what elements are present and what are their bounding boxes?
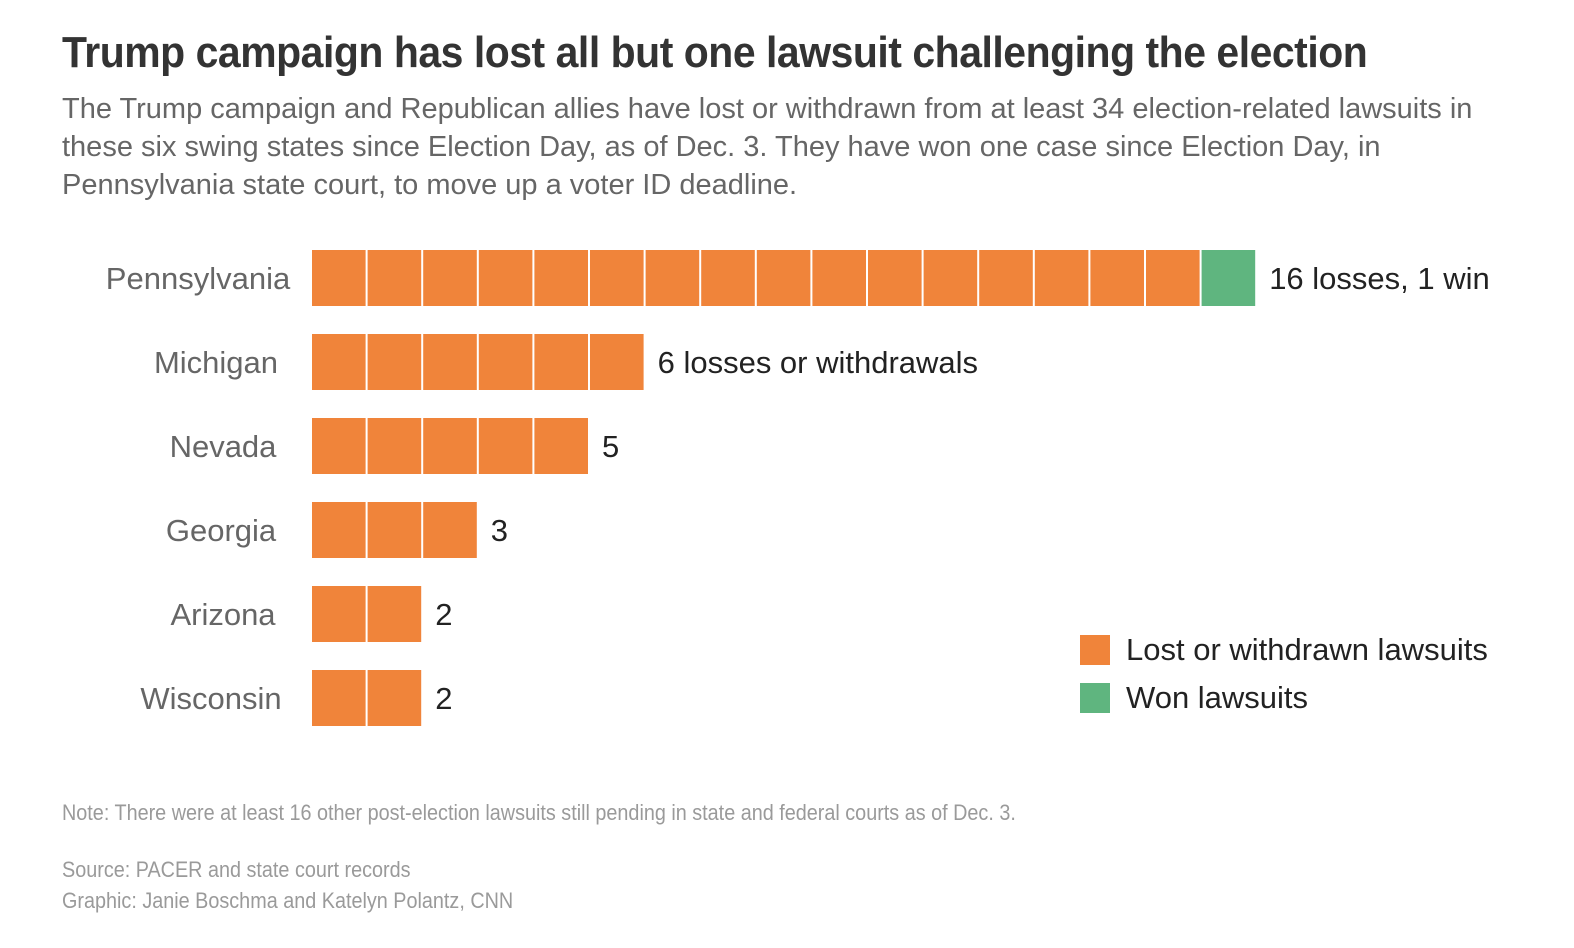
lost-lawsuit-cell-arizona (367, 586, 422, 642)
legend-item-won: Won lawsuits (1080, 674, 1488, 722)
chart-subtitle: The Trump campaign and Republican allies… (62, 93, 1473, 201)
lost-lawsuit-cell-pennsylvania (812, 250, 866, 306)
lost-lawsuit-cell-pennsylvania (478, 250, 533, 306)
lost-lawsuit-cell-georgia (312, 502, 366, 558)
lost-lawsuit-cell-pennsylvania (367, 250, 422, 306)
lost-lawsuit-cell-arizona (312, 586, 366, 642)
lost-lawsuit-cell-pennsylvania (534, 250, 588, 306)
waffle-bar-chart: Pennsylvania 16 losses, 1 win Michigan 6 lo… (106, 250, 1490, 726)
lost-lawsuit-cell-michigan (590, 334, 644, 390)
lost-lawsuit-cell-michigan (478, 334, 533, 390)
lost-lawsuit-cell-michigan (367, 334, 422, 390)
credit-line: Graphic: Janie Boschma and Katelyn Polan… (62, 888, 514, 913)
lost-lawsuit-cell-pennsylvania (923, 250, 978, 306)
footnote: Note: There were at least 16 other post-… (62, 800, 1016, 825)
lost-lawsuit-cell-pennsylvania (979, 250, 1033, 306)
lost-lawsuit-cell-pennsylvania (756, 250, 811, 306)
category-label-nevada: Nevada (170, 429, 278, 464)
lost-lawsuit-cell-georgia (423, 502, 477, 558)
lost-lawsuit-cell-nevada (312, 418, 366, 474)
lost-lawsuit-cell-nevada (367, 418, 422, 474)
value-label-georgia: 3 (491, 513, 508, 548)
value-label-pennsylvania: 16 losses, 1 win (1269, 261, 1490, 296)
lost-lawsuit-cell-nevada (534, 418, 588, 474)
lost-lawsuit-cell-pennsylvania (645, 250, 700, 306)
chart-title: Trump campaign has lost all but one laws… (62, 28, 1368, 77)
category-label-arizona: Arizona (170, 597, 276, 632)
legend-label-lost: Lost or withdrawn lawsuits (1126, 632, 1488, 667)
value-label-michigan: 6 losses or withdrawals (658, 345, 978, 380)
legend-swatch-won (1080, 683, 1110, 713)
legend-item-lost: Lost or withdrawn lawsuits (1080, 626, 1488, 674)
legend-label-won: Won lawsuits (1126, 680, 1309, 715)
lost-lawsuit-cell-pennsylvania (868, 250, 922, 306)
lost-lawsuit-cell-nevada (423, 418, 477, 474)
lost-lawsuit-cell-michigan (534, 334, 588, 390)
legend-swatch-lost (1080, 635, 1110, 665)
lost-lawsuit-cell-michigan (423, 334, 477, 390)
value-label-wisconsin: 2 (435, 681, 452, 716)
value-label-nevada: 5 (602, 429, 619, 464)
lost-lawsuit-cell-georgia (367, 502, 422, 558)
lost-lawsuit-cell-pennsylvania (701, 250, 755, 306)
source-line: Source: PACER and state court records (62, 857, 411, 882)
category-label-pennsylvania: Pennsylvania (106, 261, 291, 296)
lost-lawsuit-cell-wisconsin (312, 670, 366, 726)
lost-lawsuit-cell-pennsylvania (312, 250, 366, 306)
legend: Lost or withdrawn lawsuits Won lawsuits (1080, 626, 1488, 722)
lost-lawsuit-cell-michigan (312, 334, 366, 390)
lost-lawsuit-cell-wisconsin (367, 670, 422, 726)
category-label-wisconsin: Wisconsin (140, 681, 281, 716)
lost-lawsuit-cell-pennsylvania (1090, 250, 1144, 306)
won-lawsuit-cell-pennsylvania (1201, 250, 1256, 306)
lost-lawsuit-cell-pennsylvania (1034, 250, 1089, 306)
lost-lawsuit-cell-nevada (478, 418, 533, 474)
lost-lawsuit-cell-pennsylvania (590, 250, 644, 306)
lost-lawsuit-cell-pennsylvania (1146, 250, 1200, 306)
category-label-michigan: Michigan (154, 345, 278, 380)
lost-lawsuit-cell-pennsylvania (423, 250, 477, 306)
category-label-georgia: Georgia (166, 513, 277, 548)
value-label-arizona: 2 (435, 597, 452, 632)
